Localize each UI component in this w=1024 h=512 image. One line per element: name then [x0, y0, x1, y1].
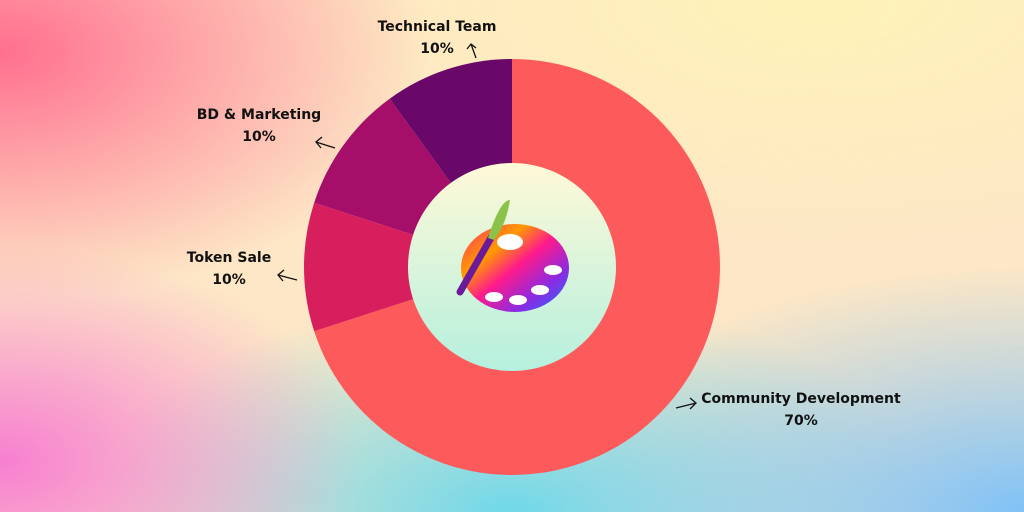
palette-icon — [456, 200, 569, 312]
slice-label: BD & Marketing — [197, 107, 321, 123]
slice-label: Technical Team — [378, 19, 497, 35]
label-arrow — [466, 43, 477, 59]
label-arrow — [277, 269, 298, 282]
slice-label: Token Sale — [187, 250, 271, 266]
slice-label: Community Development — [701, 391, 901, 407]
slice-value-label: 10% — [420, 41, 454, 57]
label-arrow — [675, 397, 697, 410]
label-arrow — [315, 136, 336, 149]
slice-value-label: 10% — [212, 272, 246, 288]
slice-value-label: 10% — [242, 129, 276, 145]
slice-value-label: 70% — [784, 413, 818, 429]
